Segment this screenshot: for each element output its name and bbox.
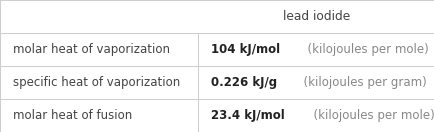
Text: molar heat of vaporization: molar heat of vaporization [13,43,170,56]
Text: molar heat of fusion: molar heat of fusion [13,109,132,122]
Text: (kilojoules per mole): (kilojoules per mole) [299,43,428,56]
Text: specific heat of vaporization: specific heat of vaporization [13,76,180,89]
Text: 104 kJ/mol: 104 kJ/mol [210,43,279,56]
Text: (kilojoules per gram): (kilojoules per gram) [296,76,426,89]
Text: 23.4 kJ/mol: 23.4 kJ/mol [210,109,284,122]
Text: lead iodide: lead iodide [282,10,349,23]
Text: 0.226 kJ/g: 0.226 kJ/g [210,76,276,89]
Text: (kilojoules per mole): (kilojoules per mole) [306,109,434,122]
